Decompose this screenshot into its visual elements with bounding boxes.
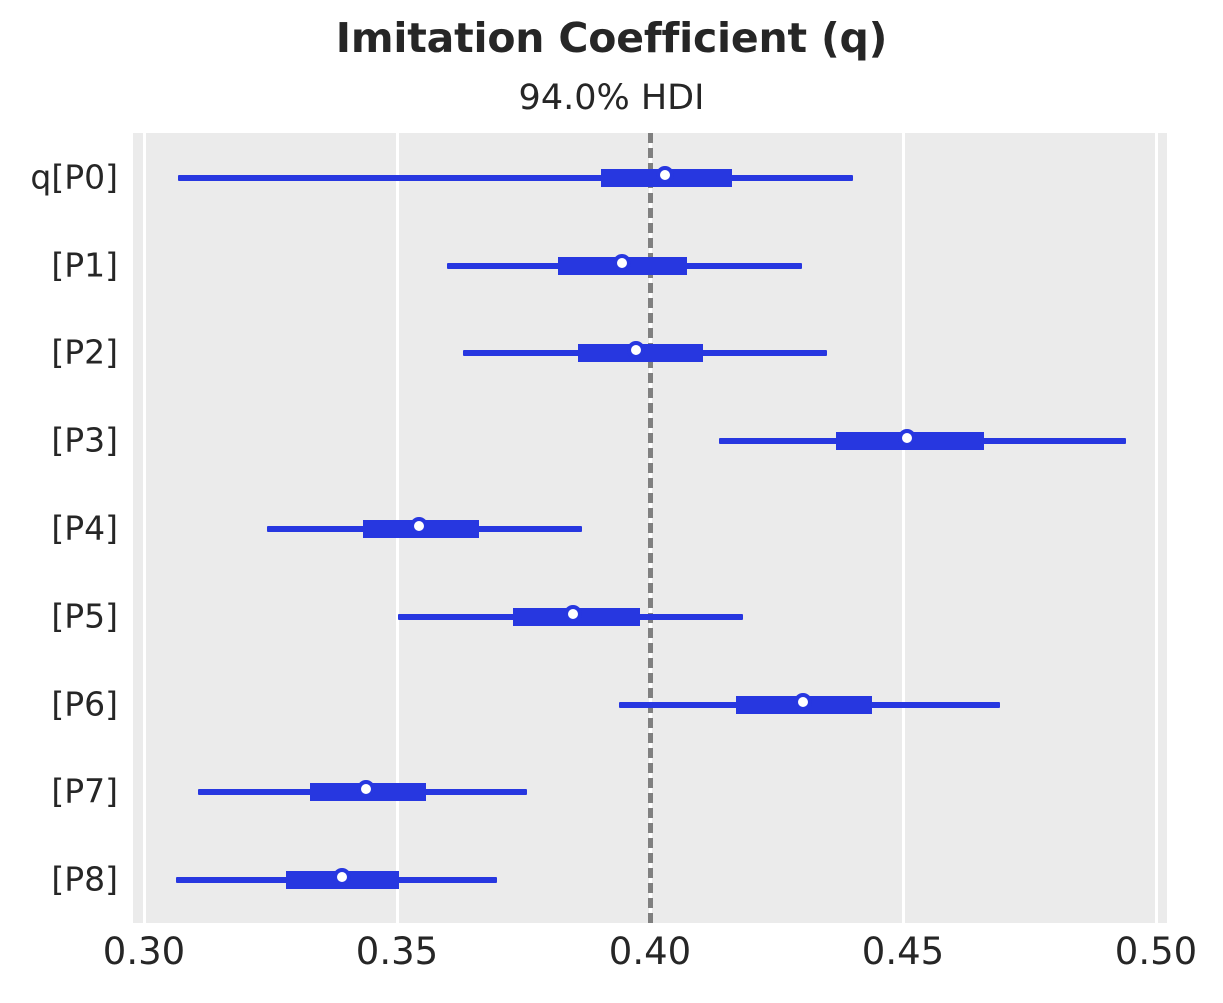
y-axis-tick-label: [P6]: [51, 684, 118, 724]
gridline-x-4: [1154, 133, 1158, 923]
y-axis-tick-label: [P1]: [51, 245, 118, 285]
x-axis-tick-label: 0.45: [861, 930, 945, 973]
point-estimate-marker: [793, 692, 812, 711]
point-estimate-marker: [626, 341, 645, 360]
interval-row: [133, 747, 1167, 835]
interval-row: [133, 484, 1167, 572]
interval-row: [133, 308, 1167, 396]
interval-row: [133, 133, 1167, 221]
reference-line: [648, 133, 653, 923]
point-estimate-marker: [656, 165, 675, 184]
y-axis-tick-label: [P3]: [51, 420, 118, 460]
point-estimate-marker: [356, 780, 375, 799]
interval-row: [133, 660, 1167, 748]
hdi-whisker: [178, 174, 853, 181]
y-axis-tick-label: [P5]: [51, 596, 118, 636]
page-title: Imitation Coefficient (q): [335, 14, 888, 62]
x-axis-tick-label: 0.30: [102, 930, 186, 973]
y-axis-tick-label: [P4]: [51, 508, 118, 548]
interval-row: [133, 396, 1167, 484]
point-estimate-marker: [563, 604, 582, 623]
plot-area: [133, 133, 1167, 923]
interval-row: [133, 221, 1167, 309]
point-estimate-marker: [612, 253, 631, 272]
point-estimate-marker: [410, 517, 429, 535]
point-estimate-marker: [332, 868, 351, 887]
gridline-x-3: [901, 133, 905, 923]
chart-subtitle: 94.0% HDI: [518, 78, 705, 118]
point-estimate-marker: [898, 429, 917, 448]
interval-row: [133, 835, 1167, 923]
y-axis-tick-label: [P7]: [51, 771, 118, 811]
gridline-x-0: [142, 133, 146, 923]
y-axis-tick-label: [P8]: [51, 859, 118, 899]
x-axis-tick-label: 0.50: [1114, 930, 1198, 973]
y-axis-tick-label: q[P0]: [30, 157, 118, 197]
interval-row: [133, 572, 1167, 660]
x-axis-tick-label: 0.35: [355, 930, 439, 973]
x-axis-tick-label: 0.40: [608, 930, 692, 973]
y-axis-tick-label: [P2]: [51, 332, 118, 372]
